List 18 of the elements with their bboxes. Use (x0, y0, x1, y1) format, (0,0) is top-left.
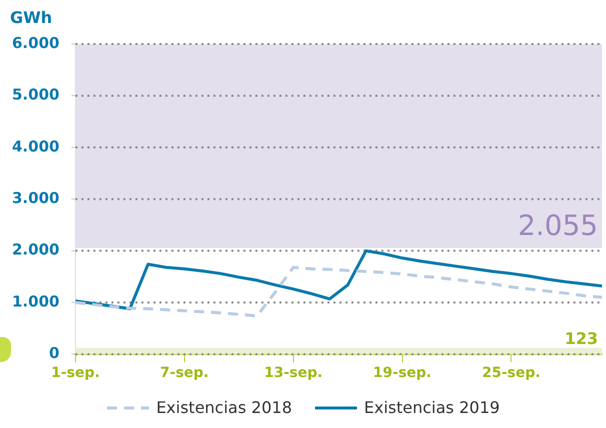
band-label: 123 (564, 328, 598, 348)
x-tick-label: 7-sep. (160, 365, 209, 382)
legend-label: Existencias 2018 (156, 398, 292, 417)
legend-label: Existencias 2019 (364, 398, 500, 417)
y-tick-label: 0 (49, 344, 60, 362)
band-label: 2.055 (518, 209, 598, 242)
y-tick-label: 5.000 (12, 86, 60, 104)
y-tick-label: 3.000 (12, 188, 60, 207)
y-tick-label: 1.000 (12, 292, 60, 310)
x-tick-label: 25-sep. (482, 365, 540, 382)
y-axis-title: GWh (10, 8, 52, 27)
x-tick-label: 13-sep. (264, 365, 323, 382)
y-tick-label: 6.000 (12, 34, 60, 52)
y-tick-label: 2.000 (12, 240, 60, 259)
x-tick-label: 1-sep. (51, 365, 100, 382)
x-tick-label: 19-sep. (373, 365, 432, 382)
line-series (75, 266, 602, 318)
y-tick-label: 4.000 (12, 137, 60, 156)
